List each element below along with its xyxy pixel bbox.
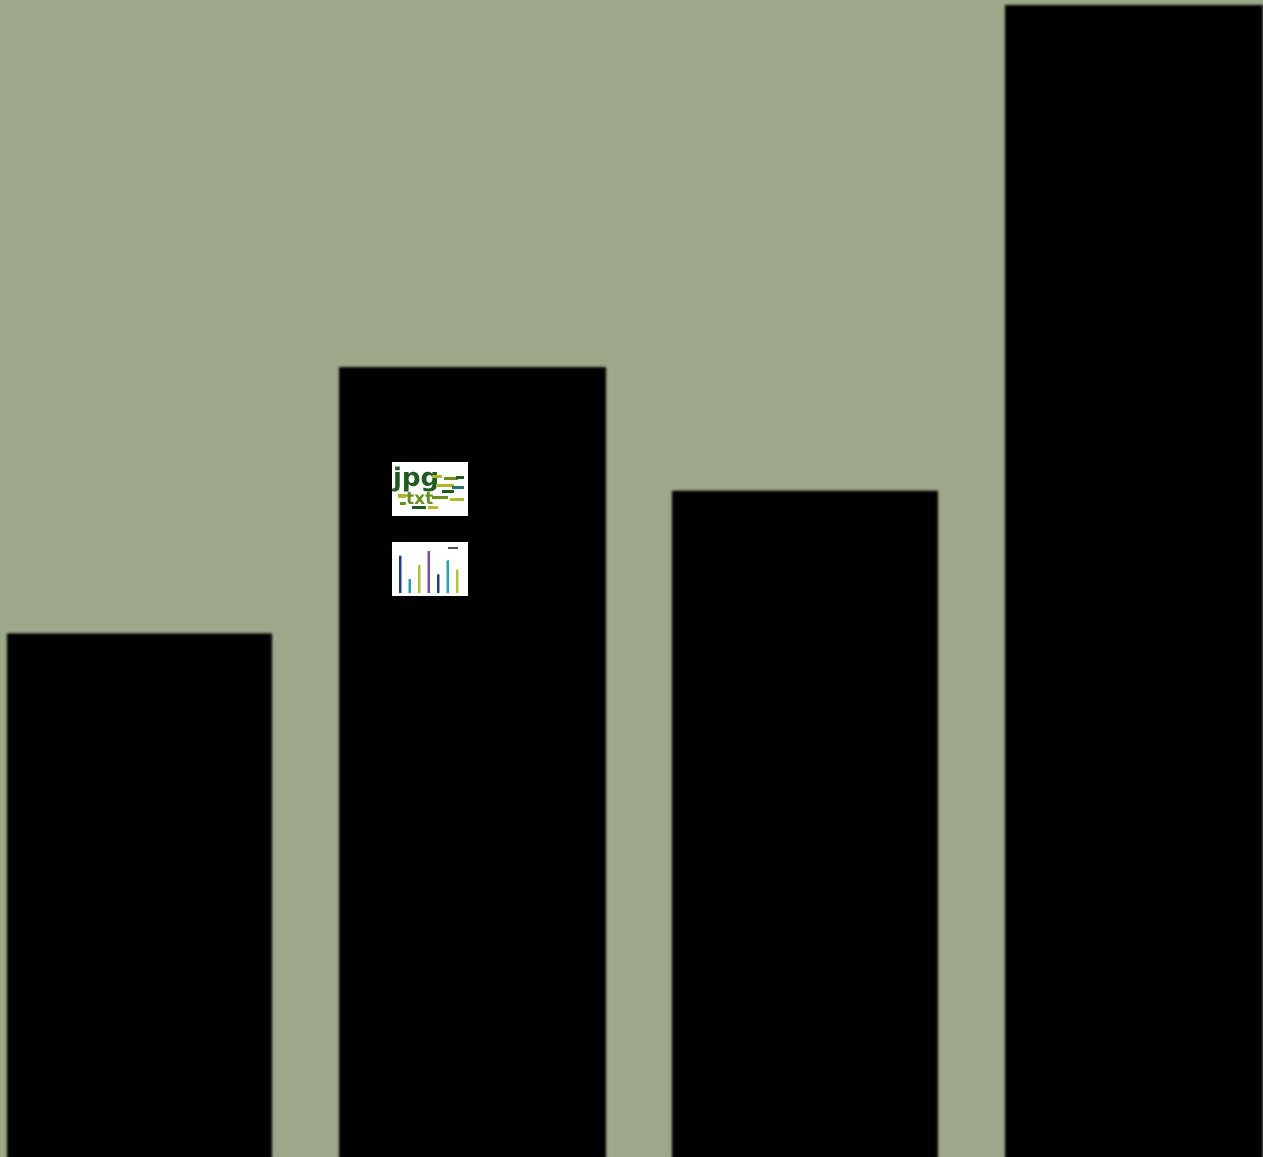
mini-bar-7: [456, 569, 459, 593]
wordcloud-small-word: [398, 494, 406, 498]
wordcloud-small-word: [456, 476, 464, 479]
bars-layer: [7, 4, 1263, 1157]
bar-1: [7, 633, 272, 1157]
mini-bar-1: [399, 555, 402, 593]
wordcloud-small-word: [444, 477, 458, 480]
wordcloud-small-word: [400, 502, 406, 505]
bar-4: [1005, 4, 1263, 1157]
mini-bar-3: [418, 565, 421, 593]
wordcloud-small-word: [442, 490, 454, 493]
wordcloud-word-1: jpg: [392, 463, 439, 493]
wordcloud-small-word: [432, 475, 442, 478]
wordcloud-word-2: txt: [406, 489, 433, 509]
mini-bar-6: [446, 560, 449, 593]
bar-2: [339, 367, 606, 1157]
wordcloud-small-word: [428, 506, 438, 509]
wordcloud-small-word: [436, 484, 454, 487]
wordcloud-small-word: [450, 498, 464, 501]
wordcloud-small-word: [432, 496, 448, 499]
mini-bar-4: [427, 551, 430, 593]
wordcloud-small-word: [412, 506, 426, 509]
bar-3: [672, 490, 938, 1157]
mini-bar-5: [437, 574, 440, 593]
mini-bar-2: [408, 579, 411, 593]
mini-bar-chart-thumbnail: [392, 542, 468, 596]
mini-legend: [448, 547, 458, 549]
wordcloud-small-word: [452, 486, 464, 489]
